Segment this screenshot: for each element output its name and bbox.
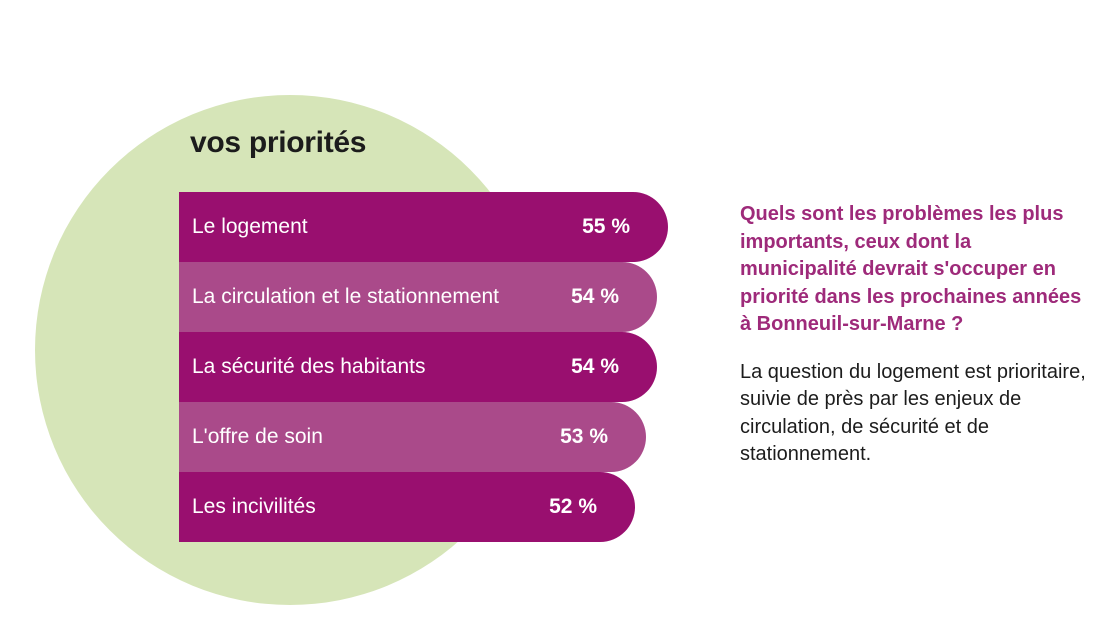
chart-title: vos priorités: [190, 126, 367, 159]
bar-label: Le logement: [192, 215, 308, 238]
bar-label: La sécurité des habitants: [192, 355, 426, 378]
bar: La sécurité des habitants 54 %: [179, 332, 657, 402]
bar: Le logement 55 %: [179, 192, 668, 262]
survey-answer: La question du logement est prioritaire,…: [740, 360, 1086, 466]
bar: La circulation et le stationnement 54 %: [179, 262, 657, 332]
bar-label: L'offre de soin: [192, 425, 323, 448]
bar-label: La circulation et le stationnement: [192, 285, 500, 308]
bar-value-label: 53 %: [560, 425, 608, 448]
side-text: Quels sont les problèmes les plus import…: [740, 201, 1090, 469]
bar-value-label: 54 %: [571, 285, 619, 308]
survey-question: Quels sont les problèmes les plus import…: [740, 203, 1082, 335]
bar-value-label: 55 %: [582, 215, 630, 238]
bar-label: Les incivilités: [192, 495, 316, 518]
bar-value-label: 52 %: [549, 495, 597, 518]
bar: Les incivilités 52 %: [179, 472, 635, 542]
bar-value-label: 54 %: [571, 355, 619, 378]
bar: L'offre de soin 53 %: [179, 402, 646, 472]
